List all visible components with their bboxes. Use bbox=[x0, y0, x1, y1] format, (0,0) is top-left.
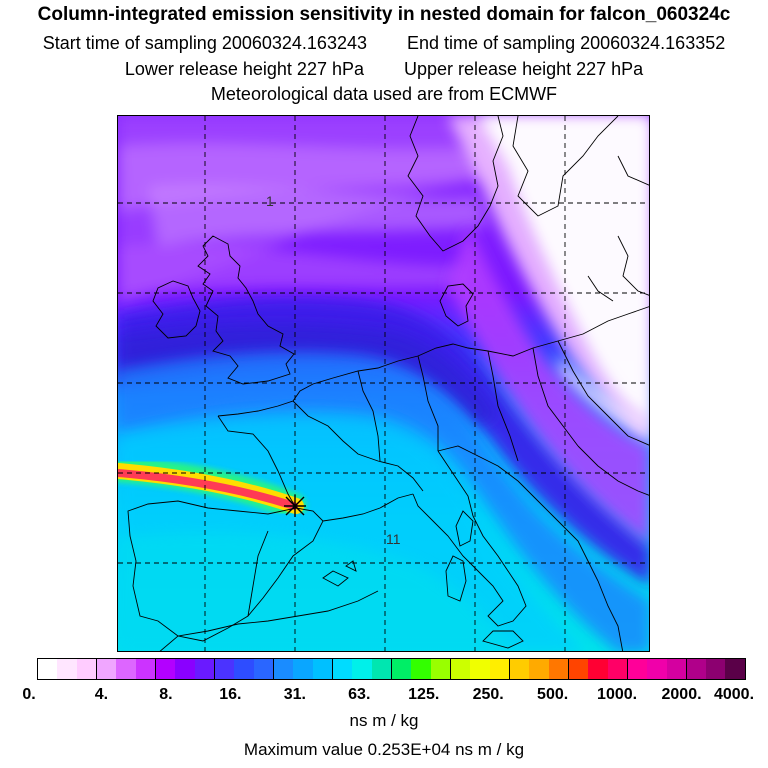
legend-swatch bbox=[234, 659, 254, 679]
end-time-label: End time of sampling 20060324.163352 bbox=[407, 33, 726, 53]
legend-swatch bbox=[135, 659, 155, 679]
legend-swatch bbox=[371, 659, 391, 679]
legend-tick-label: 2000. bbox=[661, 686, 702, 703]
legend-tick-label: 16. bbox=[219, 686, 242, 703]
lower-release-label: Lower release height 227 hPa bbox=[124, 59, 364, 79]
legend-swatch bbox=[430, 659, 450, 679]
legend-swatch bbox=[154, 659, 176, 679]
legend-swatch bbox=[626, 659, 648, 679]
legend-tick-label: 31. bbox=[283, 686, 306, 703]
max-value-label: Maximum value 0.253E+04 ns m / kg bbox=[243, 740, 525, 759]
sampling-times: Start time of sampling 20060324.163243 En… bbox=[0, 33, 768, 54]
legend-tick-label: 125. bbox=[408, 686, 440, 703]
legend-swatch bbox=[213, 659, 235, 679]
release-heights: Lower release height 227 hPa Upper releas… bbox=[0, 59, 768, 80]
legend-swatch bbox=[272, 659, 294, 679]
legend-swatch bbox=[548, 659, 568, 679]
legend-swatch bbox=[588, 659, 608, 679]
legend-swatch bbox=[76, 659, 96, 679]
plot-title: Column-integrated emission sensitivity i… bbox=[37, 4, 731, 25]
legend-unit: ns m / kg bbox=[349, 711, 419, 730]
color-legend bbox=[37, 658, 746, 680]
legend-swatch bbox=[390, 659, 412, 679]
legend-swatch bbox=[449, 659, 471, 679]
legend-swatch bbox=[567, 659, 589, 679]
legend-swatch bbox=[331, 659, 353, 679]
met-data-label: Meteorological data used are from ECMWF bbox=[210, 84, 558, 104]
legend-tick-label: 250. bbox=[472, 686, 504, 703]
legend-swatch bbox=[647, 659, 667, 679]
legend-swatch bbox=[470, 659, 490, 679]
legend-swatch bbox=[194, 659, 214, 679]
right-magenta-band bbox=[448, 226, 649, 545]
map-canvas: 1 11 bbox=[118, 116, 649, 651]
legend-swatch bbox=[352, 659, 372, 679]
coastlines bbox=[127, 116, 649, 651]
contour-label-11: 11 bbox=[386, 531, 401, 547]
legend-tick-label: 4000. bbox=[713, 686, 755, 703]
legend-tick-label: 63. bbox=[348, 686, 371, 703]
start-time-label: Start time of sampling 20060324.163243 bbox=[42, 33, 367, 53]
legend-swatch bbox=[95, 659, 117, 679]
legend-tick-label: 8. bbox=[159, 686, 173, 703]
legend-swatch bbox=[312, 659, 332, 679]
upper-release-label: Upper release height 227 hPa bbox=[404, 59, 644, 79]
legend-swatch bbox=[685, 659, 707, 679]
legend-swatch bbox=[529, 659, 549, 679]
legend-swatch bbox=[666, 659, 686, 679]
legend-swatch bbox=[706, 659, 726, 679]
legend-swatch bbox=[293, 659, 313, 679]
legend-swatch bbox=[508, 659, 530, 679]
legend-tick-label: 500. bbox=[537, 686, 569, 703]
legend-swatch bbox=[253, 659, 273, 679]
legend-swatch bbox=[175, 659, 195, 679]
legend-swatch bbox=[489, 659, 509, 679]
legend-swatch bbox=[725, 659, 745, 679]
legend-swatch bbox=[38, 659, 58, 679]
legend-tick-label: 4. bbox=[94, 686, 109, 703]
legend-swatch bbox=[116, 659, 136, 679]
release-marker-icon bbox=[284, 495, 306, 517]
legend-tick-label: 1000. bbox=[597, 686, 638, 703]
legend-swatch bbox=[57, 659, 77, 679]
lat-lon-grid bbox=[118, 116, 649, 651]
sensitivity-map: 1 11 bbox=[117, 115, 650, 652]
legend-tick-label: 0. bbox=[22, 686, 36, 703]
contour-label-1: 1 bbox=[266, 193, 274, 209]
legend-swatch bbox=[411, 659, 431, 679]
legend-swatch bbox=[607, 659, 627, 679]
blue-band bbox=[118, 352, 649, 651]
